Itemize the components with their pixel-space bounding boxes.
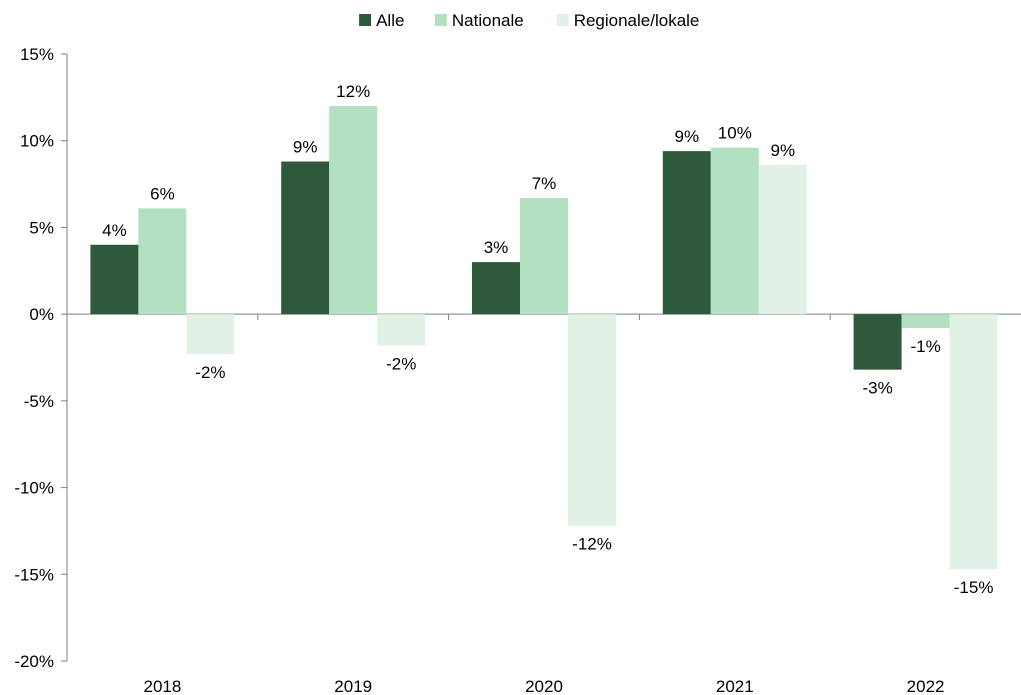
legend-swatch: [556, 14, 569, 26]
y-axis: 15% 10% 5% 0% -5% -10% -15% -20%: [14, 45, 68, 671]
legend-label: Alle: [376, 11, 404, 30]
x-category-label: 2018: [143, 677, 181, 695]
bar: [949, 314, 998, 570]
y-tick-label: 15%: [20, 45, 54, 64]
data-label: -3%: [862, 379, 892, 398]
data-label: 9%: [293, 138, 318, 157]
data-label: 10%: [718, 124, 752, 143]
data-label: -12%: [572, 535, 612, 554]
bars: [90, 106, 998, 570]
bar: [568, 314, 616, 526]
bar: [377, 314, 426, 346]
bar: [901, 314, 950, 329]
data-label: -2%: [386, 354, 416, 373]
bar: [758, 164, 807, 315]
x-category-label: 2019: [334, 677, 372, 695]
y-tick-label: -10%: [14, 479, 54, 498]
x-category-label: 2022: [907, 677, 945, 695]
legend-item: Nationale: [434, 11, 524, 30]
data-label: 4%: [102, 221, 127, 240]
data-label: 9%: [675, 127, 700, 146]
data-label: 3%: [484, 238, 509, 257]
y-tick-label: -15%: [14, 565, 54, 584]
y-tick-label: -20%: [14, 652, 54, 671]
bar: [520, 197, 568, 315]
bar: [281, 161, 330, 315]
bar: [853, 314, 902, 370]
y-tick-label: 5%: [29, 218, 54, 237]
bar: [710, 147, 759, 315]
legend-item: Regionale/lokale: [556, 11, 700, 30]
y-tick-label: 0%: [29, 305, 54, 324]
data-label: 6%: [150, 184, 175, 203]
data-label: 12%: [336, 82, 370, 101]
x-category-label: 2021: [716, 677, 754, 695]
bar: [662, 151, 711, 315]
data-label: 7%: [532, 174, 557, 193]
legend-label: Regionale/lokale: [574, 11, 700, 30]
bar: [90, 244, 139, 315]
data-label: 9%: [771, 141, 796, 160]
legend-swatch: [359, 14, 372, 26]
legend-item: Alle: [359, 11, 404, 30]
data-labels: 4% 6% -2% 9% 12% -2% 3% 7% -12% 9% 10% 9% -3% -1% -15%: [102, 82, 993, 597]
legend-label: Nationale: [452, 11, 524, 30]
data-label: -15%: [954, 578, 994, 597]
data-label: -2%: [195, 363, 225, 382]
data-label: -1%: [910, 337, 940, 356]
bar: [472, 262, 520, 315]
bar: [186, 314, 235, 355]
x-category-label: 2020: [525, 677, 563, 695]
legend: Alle Nationale Regionale/lokale: [359, 11, 699, 30]
bar: [329, 106, 378, 315]
bar: [138, 208, 187, 315]
legend-swatch: [434, 14, 447, 26]
y-tick-label: -5%: [24, 392, 54, 411]
y-tick-label: 10%: [20, 132, 54, 151]
